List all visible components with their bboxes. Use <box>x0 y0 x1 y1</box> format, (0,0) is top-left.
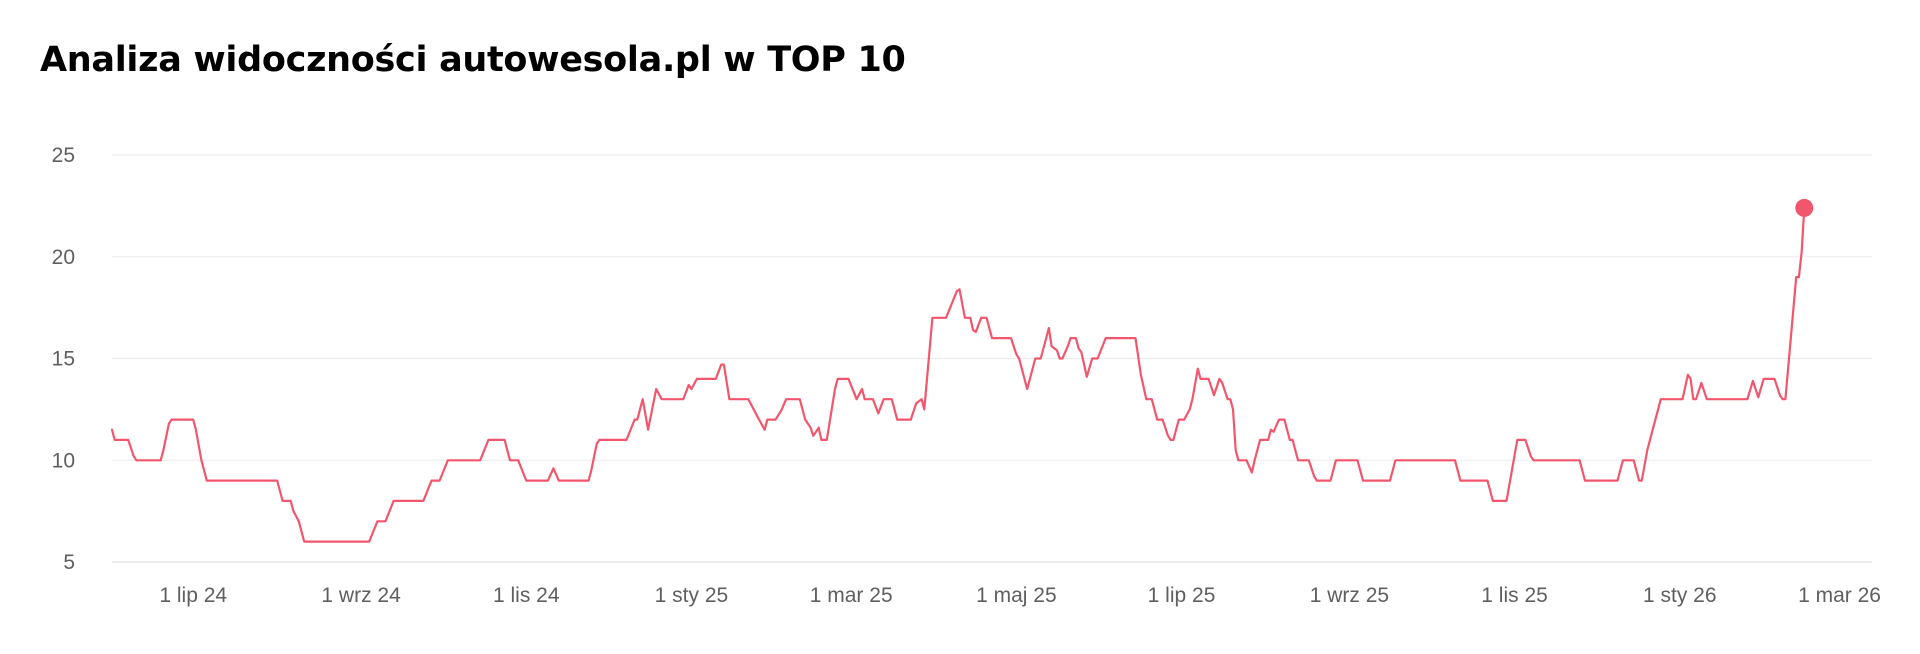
x-tick-label: 1 mar 26 <box>1798 584 1881 607</box>
series-line-0 <box>110 206 1806 543</box>
gridlines <box>112 154 1872 563</box>
last-point-marker[interactable] <box>1795 198 1814 217</box>
x-tick-label: 1 lis 24 <box>493 584 560 607</box>
x-tick-label: 1 wrz 24 <box>321 584 401 607</box>
y-tick-label: 25 <box>52 144 75 167</box>
y-axis-ticks: 5 10 15 20 25 <box>52 144 75 574</box>
x-tick-label: 1 lip 25 <box>1148 584 1216 607</box>
y-tick-label: 20 <box>52 246 75 269</box>
x-axis-ticks: 1 lip 24 1 wrz 24 1 lis 24 1 sty 25 1 mar 25… <box>159 584 1881 607</box>
y-tick-label: 5 <box>63 551 75 574</box>
x-tick-label: 1 sty 26 <box>1643 584 1717 607</box>
y-tick-label: 10 <box>52 449 75 472</box>
chart-title: Analiza widoczności autowesola.pl w TOP … <box>40 40 906 80</box>
x-tick-label: 1 maj 25 <box>976 584 1057 607</box>
x-tick-label: 1 wrz 25 <box>1310 584 1389 607</box>
x-tick-label: 1 mar 25 <box>810 584 893 607</box>
x-tick-label: 1 sty 25 <box>655 584 729 607</box>
x-tick-label: 1 lip 24 <box>159 584 227 607</box>
series-layer <box>110 198 1814 543</box>
y-tick-label: 15 <box>52 348 75 371</box>
x-tick-label: 1 lis 25 <box>1481 584 1548 607</box>
